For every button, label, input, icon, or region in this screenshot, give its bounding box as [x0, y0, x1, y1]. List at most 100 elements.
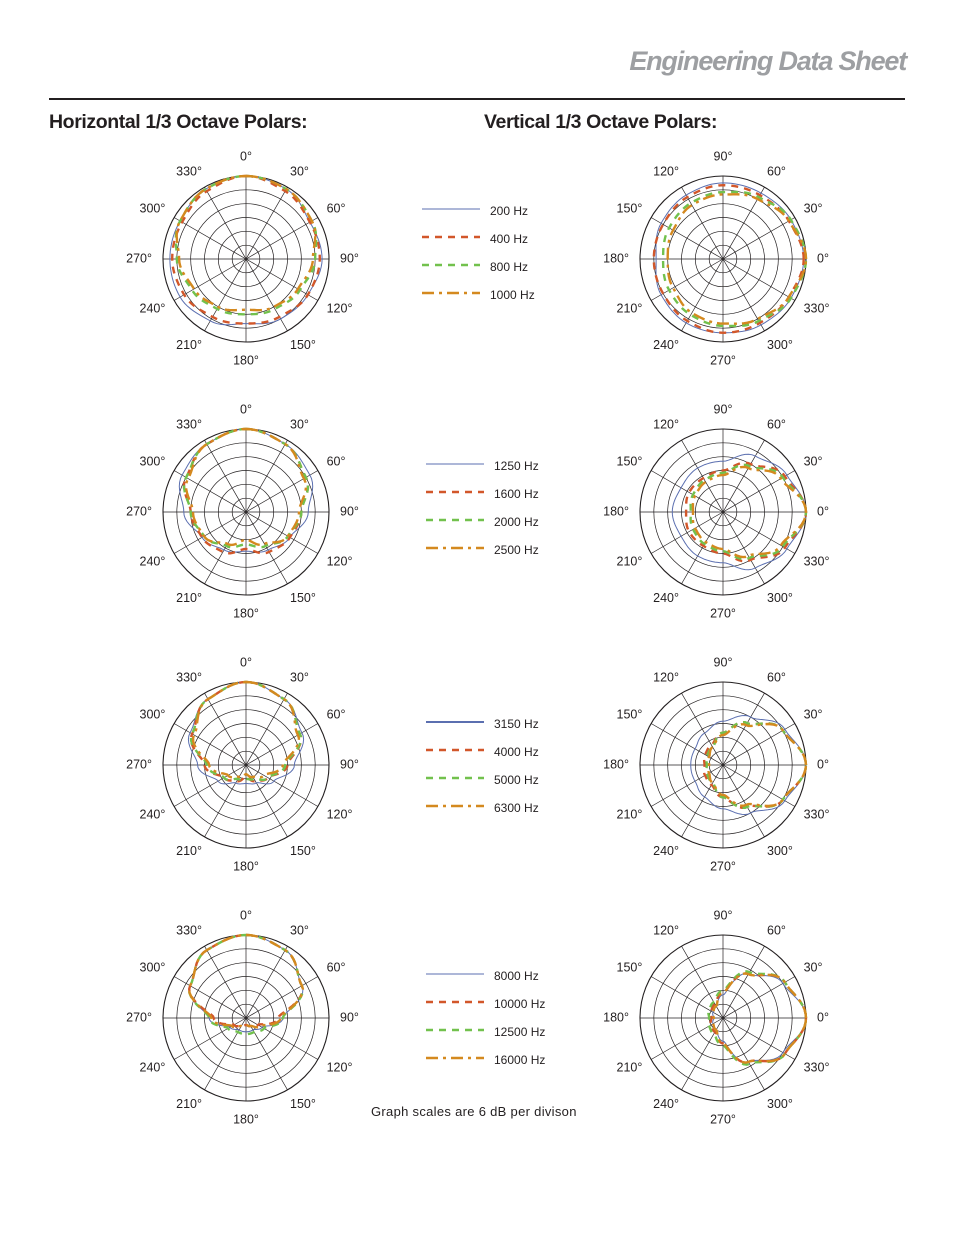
angle-label: 300° — [767, 844, 793, 858]
grid-spoke — [204, 692, 247, 766]
grid-spoke — [173, 976, 247, 1019]
grid-spoke — [722, 723, 796, 766]
angle-label: 60° — [327, 454, 346, 468]
angle-label: 180° — [603, 757, 629, 771]
angle-label: 330° — [176, 924, 202, 938]
series-line-6300-hz — [191, 680, 301, 779]
angle-label: 150° — [290, 1097, 316, 1111]
angle-label: 300° — [767, 338, 793, 352]
grid-spoke — [681, 945, 724, 1019]
angle-label: 120° — [327, 1060, 353, 1074]
angle-label: 300° — [140, 454, 166, 468]
angle-label: 330° — [176, 418, 202, 432]
series-line-1250-hz — [178, 428, 314, 553]
angle-label: 30° — [290, 671, 309, 685]
angle-label: 30° — [804, 960, 823, 974]
grid-spoke — [722, 258, 796, 301]
series-line-400-hz — [652, 183, 805, 335]
grid-spoke — [722, 439, 765, 513]
legend-label: 10000 Hz — [494, 997, 545, 1011]
angle-label: 0° — [817, 1010, 829, 1024]
angle-label: 0° — [240, 655, 252, 669]
grid-spoke — [681, 764, 724, 838]
angle-label: 60° — [767, 924, 786, 938]
grid-spoke — [681, 511, 724, 585]
angle-label: 120° — [327, 807, 353, 821]
legend-label: 12500 Hz — [494, 1025, 545, 1039]
grid-spoke — [204, 1017, 247, 1091]
angle-label: 270° — [710, 606, 736, 620]
grid-spoke — [245, 1017, 288, 1091]
angle-label: 60° — [767, 418, 786, 432]
angle-label: 240° — [653, 338, 679, 352]
angle-label: 90° — [340, 251, 359, 265]
angle-label: 0° — [817, 504, 829, 518]
angle-label: 240° — [140, 1060, 166, 1074]
grid-spoke — [204, 764, 247, 838]
angle-label: 0° — [240, 402, 252, 416]
angle-label: 270° — [126, 504, 152, 518]
angle-label: 30° — [804, 707, 823, 721]
angle-label: 330° — [804, 554, 830, 568]
grid-spoke — [204, 186, 247, 260]
angle-label: 240° — [653, 844, 679, 858]
grid-spoke — [722, 945, 765, 1019]
legend-label: 16000 Hz — [494, 1053, 545, 1067]
series-line-16000-hz — [187, 933, 305, 1029]
legend-label: 800 Hz — [490, 260, 528, 274]
angle-label: 240° — [653, 591, 679, 605]
angle-label: 60° — [327, 707, 346, 721]
angle-label: 180° — [603, 1010, 629, 1024]
angle-label: 120° — [327, 554, 353, 568]
angle-label: 240° — [653, 1097, 679, 1111]
grid-spoke — [681, 1017, 724, 1091]
angle-label: 210° — [617, 301, 643, 315]
angle-label: 120° — [653, 671, 679, 685]
legend-label: 6300 Hz — [494, 801, 539, 815]
angle-label: 330° — [804, 807, 830, 821]
series-line-5000-hz — [189, 680, 303, 781]
angle-label: 210° — [617, 1060, 643, 1074]
grid-spoke — [173, 764, 247, 807]
grid-spoke — [681, 439, 724, 513]
angle-label: 210° — [176, 591, 202, 605]
series-line-12500-hz — [707, 970, 808, 1066]
grid-spoke — [245, 764, 319, 807]
grid-spoke — [245, 692, 288, 766]
vertical-section-title: Vertical 1/3 Octave Polars: — [484, 111, 718, 133]
angle-label: 330° — [176, 165, 202, 179]
polar-chart-horizontal-1 — [162, 427, 330, 596]
series-line-1000-hz — [175, 174, 317, 312]
angle-label: 90° — [714, 402, 733, 416]
angle-label: 180° — [603, 251, 629, 265]
grid-spoke — [245, 258, 288, 332]
angle-label: 30° — [804, 201, 823, 215]
legend-label: 400 Hz — [490, 232, 528, 246]
grid-spoke — [245, 945, 288, 1019]
horizontal-section-title: Horizontal 1/3 Octave Polars: — [49, 111, 308, 133]
grid-spoke — [245, 511, 319, 554]
angle-label: 0° — [240, 908, 252, 922]
grid-spoke — [650, 1017, 724, 1060]
series-line-200-hz — [655, 182, 805, 334]
angle-label: 240° — [140, 301, 166, 315]
legend-label: 1250 Hz — [494, 459, 539, 473]
polar-chart-horizontal-3 — [162, 933, 330, 1102]
series-line-1600-hz — [684, 461, 808, 563]
series-line-3150-hz — [187, 681, 305, 785]
grid-spoke — [722, 217, 796, 260]
angle-label: 300° — [767, 591, 793, 605]
angle-label: 270° — [126, 1010, 152, 1024]
angle-label: 120° — [653, 165, 679, 179]
polar-chart-horizontal-2 — [162, 680, 330, 849]
angle-label: 180° — [233, 859, 259, 873]
series-line-1000-hz — [666, 193, 808, 325]
header-rule — [49, 98, 905, 100]
grid-spoke — [722, 511, 796, 554]
angle-label: 270° — [710, 1112, 736, 1126]
polar-chart-vertical-2 — [639, 681, 808, 849]
angle-label: 180° — [603, 504, 629, 518]
angle-label: 60° — [767, 165, 786, 179]
legend-label: 2000 Hz — [494, 515, 539, 529]
grid-spoke — [650, 217, 724, 260]
